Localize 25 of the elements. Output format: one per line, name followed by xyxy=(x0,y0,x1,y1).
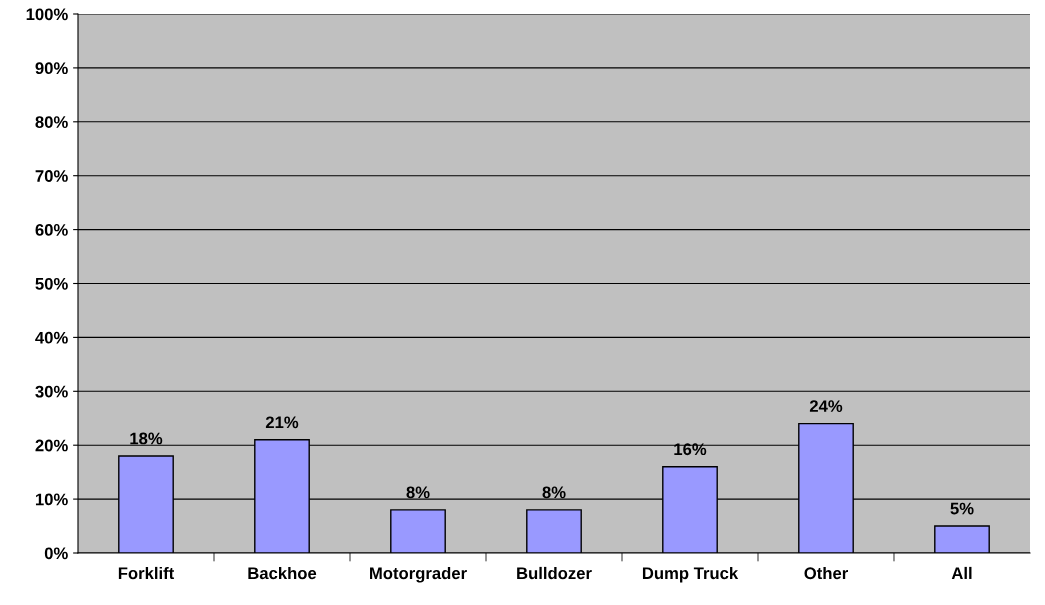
y-tick-label: 20% xyxy=(35,439,68,452)
x-tick-label: Bulldozer xyxy=(517,566,592,580)
x-tick-label: Dump Truck xyxy=(642,566,739,583)
y-tick-label: 10% xyxy=(35,493,68,506)
data-label: 24% xyxy=(809,400,843,412)
x-tick-label: Motorgrader xyxy=(370,566,467,583)
x-tick-label: Forklift xyxy=(118,566,175,580)
data-label: 16% xyxy=(674,443,707,456)
data-label: 18% xyxy=(130,432,163,445)
y-tick-label: 70% xyxy=(35,170,68,182)
data-label: 5% xyxy=(950,502,974,515)
y-tick-label: 90% xyxy=(35,62,68,75)
y-tick-label: 80% xyxy=(35,116,68,128)
data-label: 21% xyxy=(265,416,299,429)
x-tick-label: Other xyxy=(804,566,848,580)
data-label: 8% xyxy=(542,486,566,499)
y-tick-label: 30% xyxy=(35,385,68,398)
x-tick-label: Backhoe xyxy=(248,566,317,580)
y-tick-label: 50% xyxy=(35,277,68,290)
y-tick-label: 100% xyxy=(26,8,68,21)
x-tick-label: All xyxy=(951,566,972,579)
y-tick-label: 40% xyxy=(35,331,68,344)
y-tick-label: 0% xyxy=(44,547,68,560)
y-tick-label: 60% xyxy=(35,224,68,236)
data-label: 8% xyxy=(406,486,430,499)
